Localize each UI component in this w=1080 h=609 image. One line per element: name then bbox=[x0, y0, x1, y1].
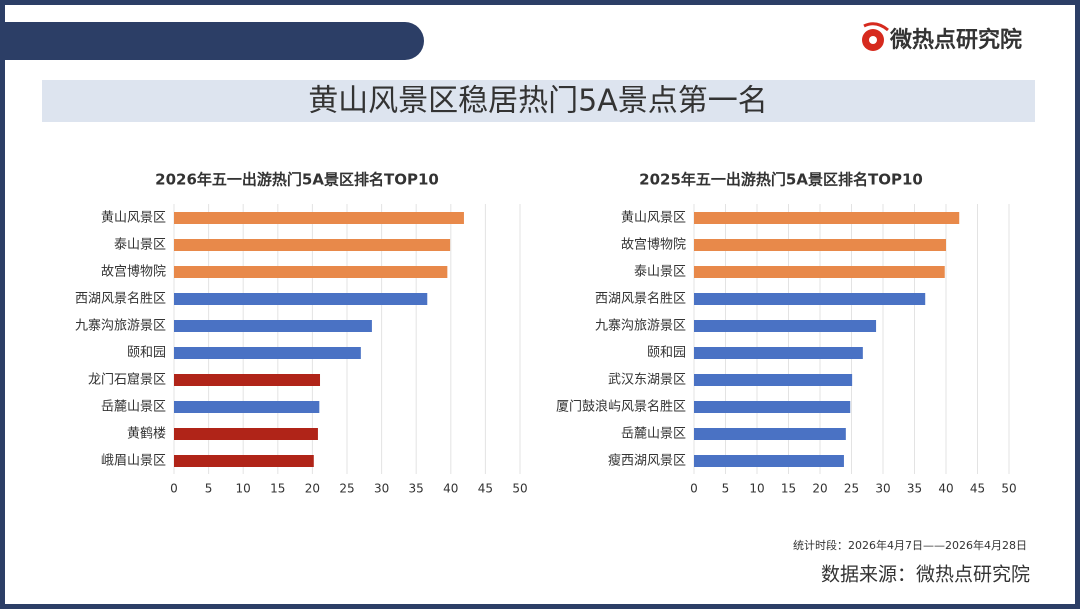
bar bbox=[174, 347, 361, 359]
bar bbox=[694, 374, 853, 386]
x-tick-label: 45 bbox=[970, 482, 985, 496]
x-tick-label: 35 bbox=[907, 482, 922, 496]
source: 数据来源：微热点研究院 bbox=[821, 564, 1030, 586]
y-tick-label: 岳麓山景区 bbox=[101, 400, 166, 415]
x-tick-label: 5 bbox=[205, 482, 213, 496]
y-tick-label: 颐和园 bbox=[127, 346, 166, 361]
y-tick-label: 泰山景区 bbox=[634, 265, 686, 280]
x-tick-label: 10 bbox=[749, 482, 764, 496]
x-tick-label: 50 bbox=[1001, 482, 1016, 496]
x-tick-label: 30 bbox=[374, 482, 389, 496]
bar bbox=[694, 320, 877, 332]
y-tick-label: 九寨沟旅游景区 bbox=[595, 318, 686, 334]
x-tick-label: 25 bbox=[844, 482, 859, 496]
bar bbox=[174, 455, 314, 467]
x-tick-label: 45 bbox=[478, 482, 493, 496]
y-tick-label: 颐和园 bbox=[647, 346, 686, 361]
bar bbox=[694, 212, 960, 224]
logo bbox=[862, 22, 889, 51]
y-tick-label: 故宫博物院 bbox=[621, 238, 686, 253]
x-tick-label: 20 bbox=[305, 482, 320, 496]
x-tick-label: 0 bbox=[690, 482, 698, 496]
y-tick-label: 厦门鼓浪屿风景名胜区 bbox=[556, 399, 686, 415]
bar bbox=[174, 293, 428, 305]
x-tick-label: 40 bbox=[938, 482, 953, 496]
x-tick-label: 25 bbox=[339, 482, 354, 496]
x-tick-label: 50 bbox=[512, 482, 527, 496]
y-tick-label: 龙门石窟景区 bbox=[88, 372, 166, 388]
y-tick-label: 峨眉山景区 bbox=[101, 454, 166, 469]
x-tick-label: 30 bbox=[875, 482, 890, 496]
chart-title: 2025年五一出游热门5A景区排名TOP10 bbox=[639, 171, 923, 189]
y-tick-label: 武汉东湖景区 bbox=[608, 373, 686, 388]
y-tick-label: 黄鹤楼 bbox=[127, 426, 166, 442]
bar bbox=[694, 293, 926, 305]
bar bbox=[694, 455, 844, 467]
bar bbox=[174, 401, 320, 413]
x-tick-label: 5 bbox=[722, 482, 730, 496]
y-tick-label: 九寨沟旅游景区 bbox=[75, 318, 166, 334]
bar bbox=[174, 239, 451, 251]
bar bbox=[694, 401, 851, 413]
slide-title: 黄山风景区稳居热门5A景点第一名 bbox=[308, 84, 768, 119]
y-tick-label: 故宫博物院 bbox=[101, 265, 166, 280]
bar bbox=[694, 347, 863, 359]
bar bbox=[174, 374, 321, 386]
x-tick-label: 40 bbox=[443, 482, 458, 496]
brand: 微热点研究院 bbox=[889, 27, 1022, 53]
x-tick-label: 10 bbox=[236, 482, 251, 496]
bar bbox=[174, 266, 448, 278]
y-tick-label: 西湖风景名胜区 bbox=[75, 291, 166, 307]
title-band bbox=[42, 80, 1035, 122]
x-tick-label: 35 bbox=[409, 482, 424, 496]
y-tick-label: 西湖风景名胜区 bbox=[595, 291, 686, 307]
x-tick-label: 20 bbox=[812, 482, 827, 496]
y-tick-label: 泰山景区 bbox=[114, 238, 166, 253]
note: 统计时段：2026年4月7日——2026年4月28日 bbox=[793, 538, 1027, 552]
x-tick-label: 15 bbox=[781, 482, 796, 496]
bar bbox=[694, 239, 946, 251]
x-tick-label: 15 bbox=[270, 482, 285, 496]
bar bbox=[694, 266, 945, 278]
y-tick-label: 黄山风景区 bbox=[101, 211, 166, 226]
bar bbox=[694, 428, 846, 440]
bar bbox=[174, 212, 464, 224]
bar bbox=[174, 320, 372, 332]
chart-title: 2026年五一出游热门5A景区排名TOP10 bbox=[155, 171, 439, 189]
y-tick-label: 瘦西湖风景区 bbox=[608, 453, 686, 469]
bar bbox=[174, 428, 318, 440]
x-tick-label: 0 bbox=[170, 482, 178, 496]
y-tick-label: 黄山风景区 bbox=[621, 211, 686, 226]
y-tick-label: 岳麓山景区 bbox=[621, 427, 686, 442]
banner bbox=[0, 22, 424, 60]
